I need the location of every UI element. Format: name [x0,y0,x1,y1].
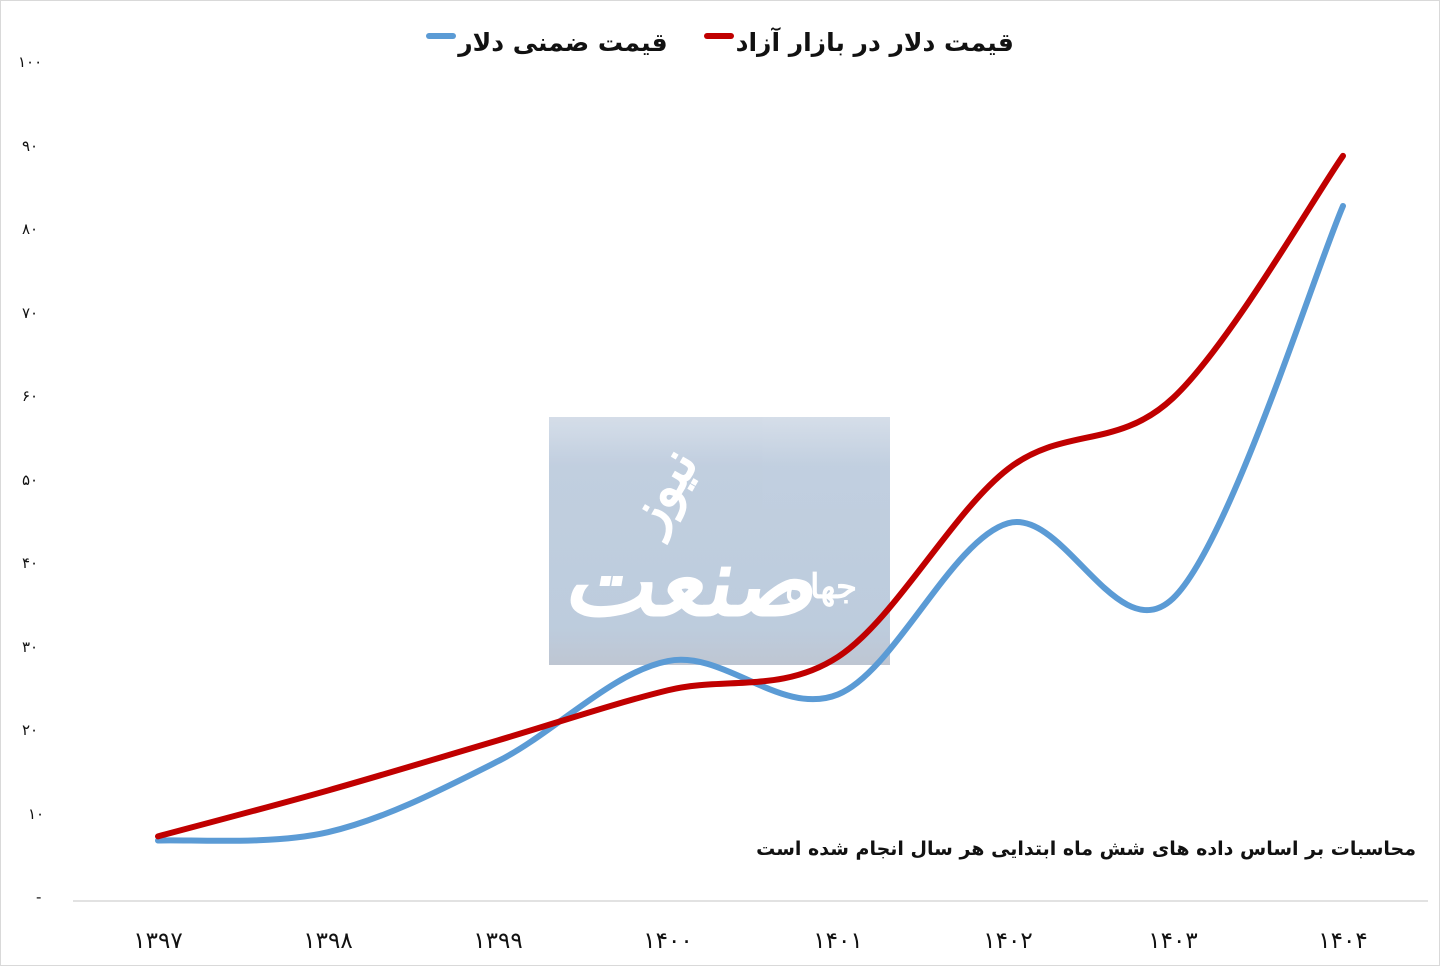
y-tick-label: ۷۰ [22,303,39,322]
y-tick-label: ۴۰ [22,554,39,572]
y-tick-label: ۶۰ [22,387,39,405]
y-tick-label: - [36,888,42,906]
x-tick-label: ۱۴۰۰ [643,928,693,954]
legend-swatch-red-icon [703,33,734,39]
legend-item-implied: قیمت ضمنی دلار [426,27,668,57]
legend-label-free-market: قیمت دلار در بازار آزاد [735,27,1014,57]
x-tick-label: ۱۴۰۴ [1318,928,1368,954]
y-tick-label: ۸۰ [22,220,39,238]
legend-swatch-blue-icon [426,33,457,39]
x-tick-label: ۱۴۰۱ [813,928,863,954]
x-tick-label: ۱۳۹۸ [303,928,353,954]
x-tick-label: ۱۴۰۳ [1148,928,1198,954]
y-tick-label: ۱۰ [28,804,45,823]
y-tick-label: ۲۰ [22,721,39,739]
legend-item-free-market: قیمت دلار در بازار آزاد [703,27,1014,57]
chart-legend: قیمت دلار در بازار آزاد قیمت ضمنی دلار [0,22,1440,62]
series-line-implied [155,202,1346,844]
y-tick-label: ۵۰ [22,470,39,489]
y-tick-label: ۳۰ [22,637,39,656]
chart-annotation: محاسبات بر اساس داده های شش ماه ابتدایی … [756,838,1416,860]
watermark-logo: صنعت نیوز جهان [549,417,890,665]
series-line-free-market [155,152,1346,840]
series-layer [155,152,1346,844]
legend-label-implied: قیمت ضمنی دلار [458,27,668,57]
x-tick-label: ۱۳۹۷ [133,928,183,954]
y-tick-label: ۹۰ [22,136,39,155]
watermark-side-text: جهان [785,567,858,607]
x-tick-label: ۱۳۹۹ [473,928,523,954]
x-tick-label: ۱۴۰۲ [983,928,1033,954]
y-tick-label: ۱۰۰ [18,53,43,71]
